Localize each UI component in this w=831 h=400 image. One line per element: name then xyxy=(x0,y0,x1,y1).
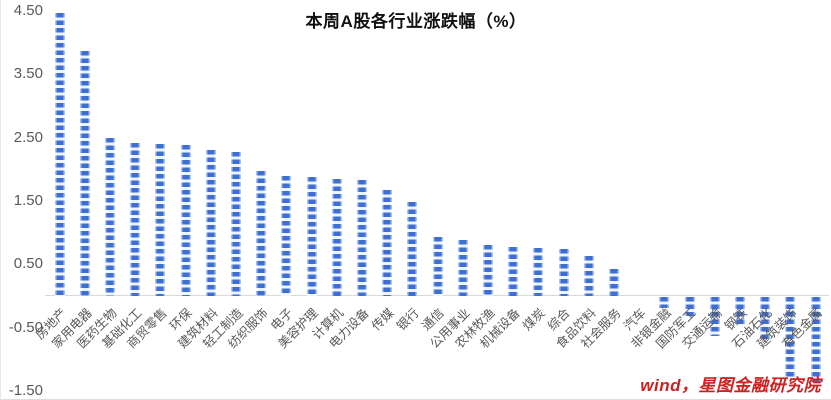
y-tick-label: 0.50 xyxy=(13,255,43,273)
bar xyxy=(659,297,670,308)
bar xyxy=(155,144,166,296)
bar xyxy=(709,297,720,336)
bar xyxy=(734,297,745,327)
chart-title: 本周A股各行业涨跌幅（%） xyxy=(305,12,527,31)
bar xyxy=(54,12,65,296)
source-watermark: wind，星图金融研究院 xyxy=(640,376,821,395)
bar xyxy=(810,297,821,382)
y-tick-label: 3.50 xyxy=(13,65,43,83)
bar xyxy=(684,297,695,316)
y-tick-label: 4.50 xyxy=(13,2,43,19)
bar xyxy=(79,50,90,296)
bar xyxy=(230,152,241,296)
bar xyxy=(432,237,443,296)
bar xyxy=(205,149,216,296)
bar xyxy=(407,202,418,296)
bar xyxy=(281,175,292,296)
bar xyxy=(457,240,468,296)
y-tick-label: -0.50 xyxy=(8,318,43,336)
y-tick-label: 1.50 xyxy=(13,192,43,209)
bar xyxy=(356,180,367,296)
bar xyxy=(331,178,342,296)
bar xyxy=(608,268,619,296)
bar xyxy=(583,256,594,296)
bar xyxy=(760,297,771,339)
bar xyxy=(130,142,141,296)
bar xyxy=(785,297,796,378)
bar xyxy=(382,189,393,296)
bar xyxy=(508,246,519,296)
y-tick-label: -1.50 xyxy=(8,381,43,399)
bar xyxy=(306,176,317,296)
bar xyxy=(533,247,544,296)
bar xyxy=(256,170,267,296)
y-tick-label: 2.50 xyxy=(13,128,43,146)
bar xyxy=(482,245,493,296)
bar xyxy=(558,249,569,296)
bar xyxy=(104,138,115,296)
bar xyxy=(180,145,191,296)
